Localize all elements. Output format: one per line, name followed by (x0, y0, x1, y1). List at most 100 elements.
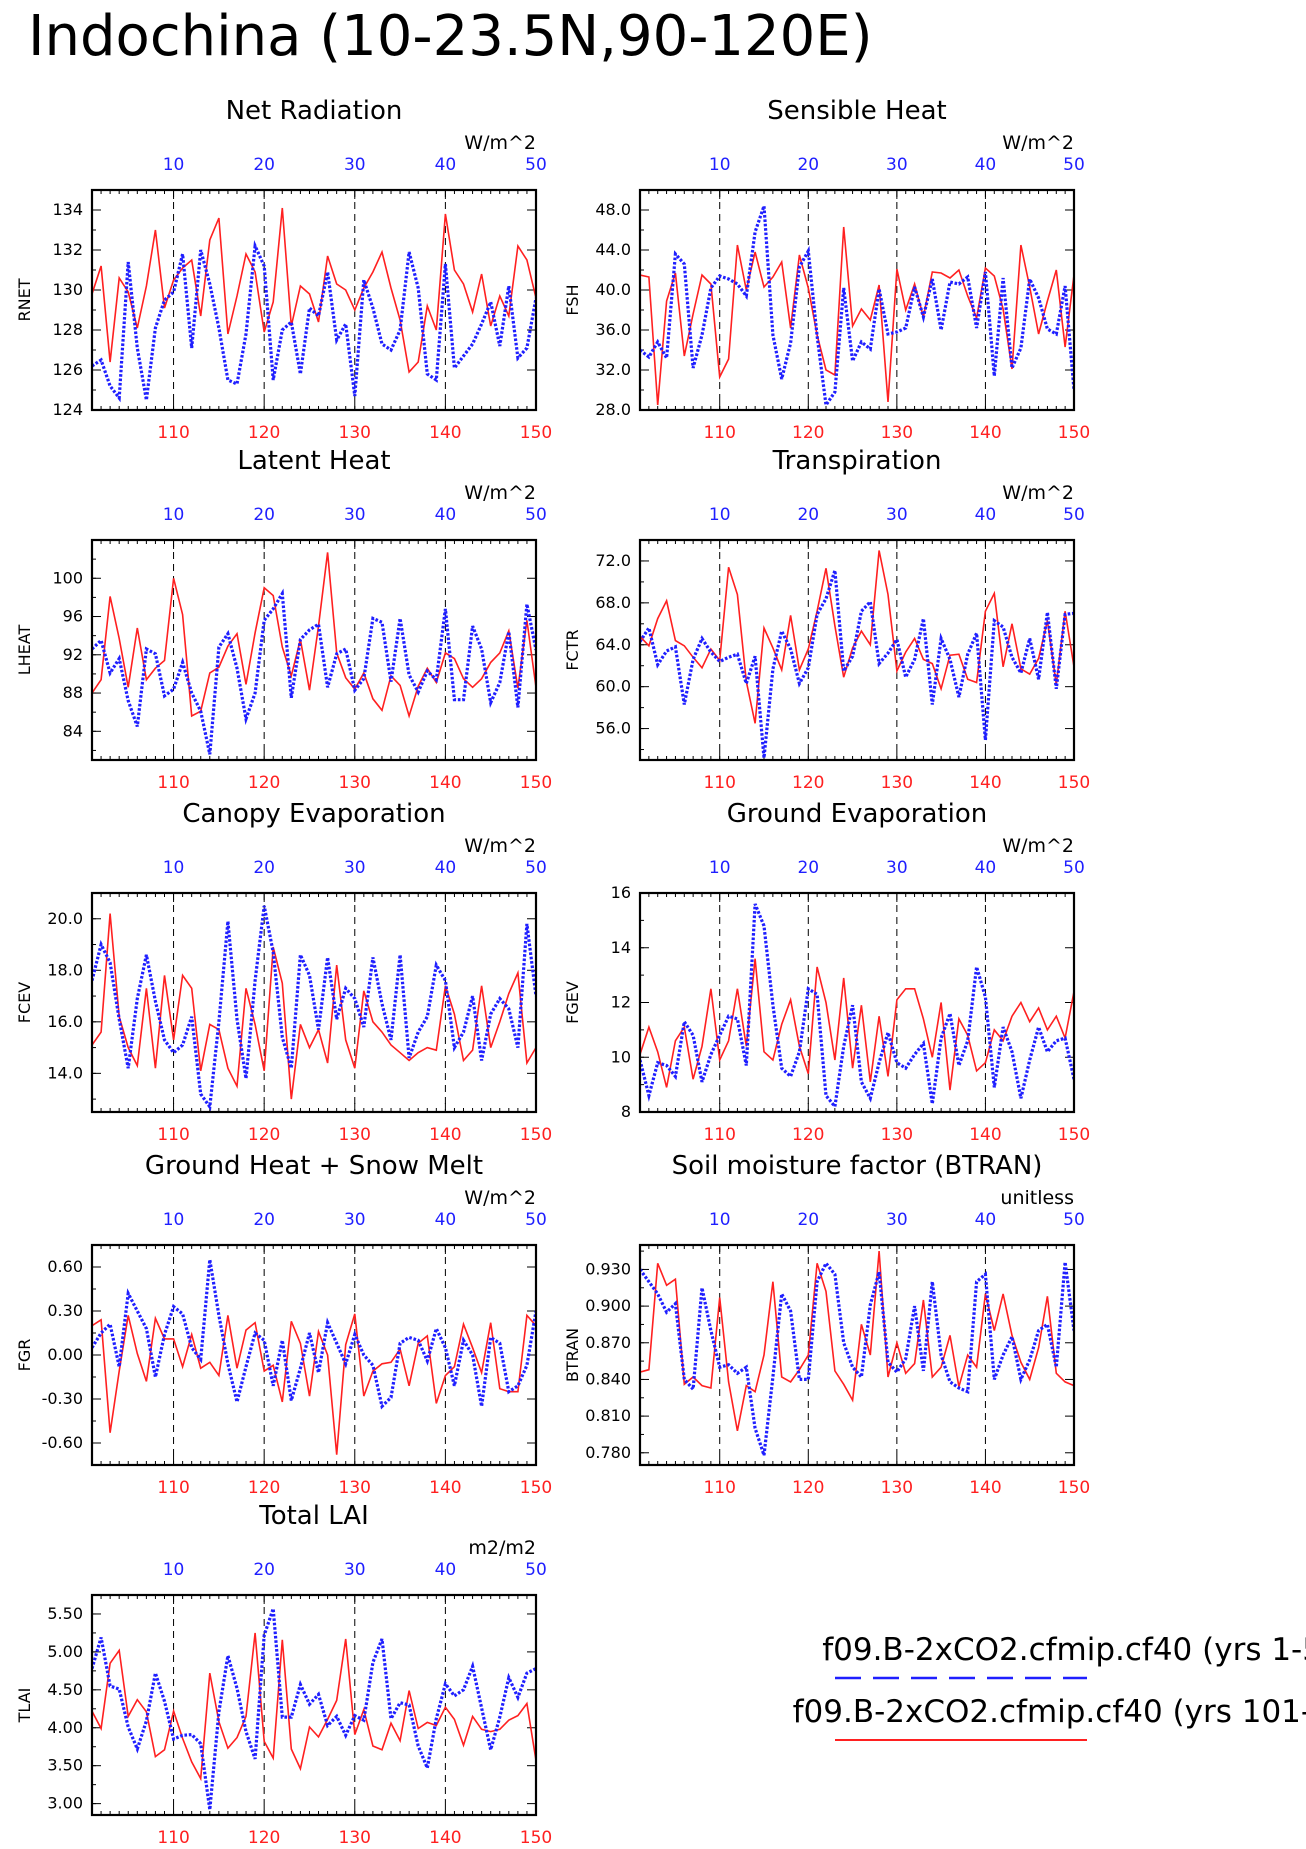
y-axis-label: TLAI (15, 1688, 34, 1724)
legend: f09.B-2xCO2.cfmip.cf40 (yrs 1-50) f09.B-… (793, 1632, 1306, 1741)
units-label: W/m^2 (464, 132, 536, 154)
top-tick-label: 20 (253, 505, 275, 525)
bottom-tick-label: 120 (792, 1125, 824, 1145)
y-tick-label: 14.0 (47, 1063, 83, 1082)
bottom-tick-label: 130 (339, 423, 371, 443)
top-tick-label: 50 (525, 858, 547, 878)
bottom-tick-label: 110 (157, 1125, 189, 1145)
series-line-yrs-101-150 (92, 552, 536, 719)
units-label: W/m^2 (464, 482, 536, 504)
top-tick-label: 40 (975, 1210, 997, 1230)
legend-label-yrs-101-150: f09.B-2xCO2.cfmip.cf40 (yrs 101-150) (793, 1694, 1306, 1730)
panel-title: Net Radiation (226, 96, 403, 126)
y-tick-label: 126 (52, 360, 83, 379)
top-tick-label: 30 (344, 1560, 366, 1580)
bottom-tick-label: 130 (339, 1478, 371, 1498)
figure-title: Indochina (10-23.5N,90-120E) (28, 4, 873, 69)
top-tick-label: 40 (975, 858, 997, 878)
bottom-tick-label: 150 (1058, 423, 1090, 443)
y-tick-label: -0.30 (42, 1389, 83, 1408)
plot-frame (638, 1243, 1076, 1467)
top-tick-label: 10 (709, 858, 731, 878)
top-tick-label: 50 (525, 1560, 547, 1580)
y-axis-label: LHEAT (15, 625, 34, 676)
top-tick-label: 40 (435, 858, 457, 878)
series-line-yrs-101-150 (92, 1313, 536, 1455)
top-tick-label: 20 (253, 1560, 275, 1580)
bottom-tick-label: 140 (429, 1828, 461, 1848)
series-line-yrs-101-150 (92, 913, 536, 1100)
top-tick-label: 50 (525, 155, 547, 175)
top-tick-label: 10 (163, 1210, 185, 1230)
bottom-tick-label: 150 (520, 773, 552, 793)
bottom-tick-label: 110 (703, 423, 735, 443)
y-axis-label: BTRAN (563, 1328, 582, 1382)
bottom-tick-label: 150 (520, 423, 552, 443)
top-tick-label: 50 (525, 1210, 547, 1230)
y-tick-label: 0.840 (585, 1369, 631, 1388)
y-axis-label: FGR (15, 1339, 34, 1372)
bottom-tick-label: 130 (339, 1828, 371, 1848)
panel-title: Canopy Evaporation (182, 799, 445, 829)
bottom-tick-label: 120 (792, 1478, 824, 1498)
bottom-tick-label: 110 (703, 1125, 735, 1145)
y-tick-label: 100 (52, 568, 83, 587)
bottom-tick-label: 140 (969, 423, 1001, 443)
panel-fgr: Ground Heat + Snow Melt W/m^2 10 20 30 40 50 11… (15, 1151, 552, 1498)
y-tick-label: 44.0 (595, 240, 631, 259)
plot-frame (638, 891, 1076, 1114)
panel-fctr: Transpiration W/m^2 10 20 30 40 50 110 120 130 140… (563, 446, 1090, 793)
series-line-yrs-1-50 (92, 588, 536, 755)
y-tick-label: 5.00 (47, 1642, 83, 1661)
top-tick-label: 40 (435, 155, 457, 175)
bottom-tick-label: 120 (248, 423, 280, 443)
plot-frame (90, 1243, 538, 1467)
panel-fgev: Ground Evaporation W/m^2 10 20 30 40 50 110 120 1… (563, 799, 1090, 1145)
series-line-yrs-1-50 (640, 569, 1074, 759)
panel-fsh: Sensible Heat W/m^2 10 20 30 40 50 110 120 130 140… (563, 96, 1090, 443)
y-tick-label: 128 (52, 320, 83, 339)
y-tick-label: 0.810 (585, 1406, 631, 1425)
bottom-tick-label: 150 (520, 1125, 552, 1145)
series-line-yrs-101-150 (640, 958, 1074, 1091)
y-tick-label: 32.0 (595, 360, 631, 379)
top-tick-label: 50 (525, 505, 547, 525)
y-tick-label: 5.50 (47, 1604, 83, 1623)
y-tick-label: 56.0 (595, 719, 631, 738)
bottom-tick-label: 120 (248, 1828, 280, 1848)
y-axis-label: FCEV (15, 982, 34, 1023)
y-tick-label: 8 (621, 1102, 631, 1121)
series-line-yrs-1-50 (92, 1608, 536, 1810)
bottom-tick-label: 110 (157, 423, 189, 443)
units-label: W/m^2 (464, 835, 536, 857)
y-tick-label: 130 (52, 280, 83, 299)
units-label: W/m^2 (1002, 482, 1074, 504)
plot-frame (90, 1593, 538, 1817)
bottom-tick-label: 130 (881, 423, 913, 443)
panel-title: Total LAI (258, 1501, 369, 1531)
y-tick-label: 12 (611, 993, 631, 1012)
y-tick-label: 36.0 (595, 320, 631, 339)
top-tick-label: 10 (709, 155, 731, 175)
top-tick-label: 10 (163, 505, 185, 525)
series-line-yrs-1-50 (640, 903, 1074, 1111)
bottom-tick-label: 140 (429, 1478, 461, 1498)
bottom-tick-label: 130 (339, 773, 371, 793)
units-label: m2/m2 (468, 1537, 536, 1559)
bottom-tick-label: 130 (881, 773, 913, 793)
top-tick-label: 30 (886, 155, 908, 175)
top-tick-label: 30 (886, 505, 908, 525)
top-tick-label: 10 (709, 1210, 731, 1230)
bottom-tick-label: 150 (1058, 1125, 1090, 1145)
panel-title: Latent Heat (237, 446, 390, 476)
bottom-tick-label: 120 (792, 773, 824, 793)
y-tick-label: 0.930 (585, 1259, 631, 1278)
top-tick-label: 40 (975, 155, 997, 175)
top-tick-label: 20 (253, 155, 275, 175)
top-tick-label: 10 (163, 858, 185, 878)
y-tick-label: 60.0 (595, 677, 631, 696)
top-tick-label: 40 (435, 1210, 457, 1230)
y-tick-label: 14 (611, 938, 631, 957)
